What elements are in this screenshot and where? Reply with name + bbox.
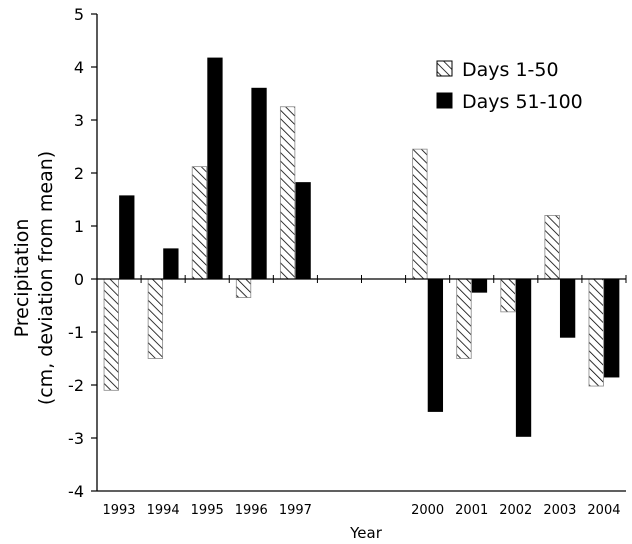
x-axis-title: Year (349, 524, 383, 542)
y-axis-title: Precipitation (cm, deviation from mean) (11, 151, 57, 405)
bar-days-51-100-1994 (163, 248, 179, 280)
bar-days-1-50-2003 (544, 214, 560, 280)
y-tick-label: 1 (74, 217, 84, 236)
bar-days-51-100-1997 (295, 182, 311, 280)
bar-days-1-50-1993 (103, 278, 119, 391)
y-tick-label: 0 (74, 270, 84, 289)
x-tick-label: 1997 (279, 503, 312, 518)
bar-days-51-100-2002 (515, 278, 532, 437)
x-tick-label: 2000 (411, 503, 444, 518)
bar-days-51-100-2003 (559, 278, 576, 338)
legend: Days 1-50 Days 51-100 (436, 59, 583, 113)
y-tick-label: 3 (74, 111, 84, 130)
x-tick-label: 2002 (499, 503, 532, 518)
y-tick-label: -1 (68, 323, 84, 342)
legend-swatch-days-1-50 (436, 60, 453, 77)
y-ticks: 5 4 3 2 1 0 -1 -2 -3 -4 (68, 5, 97, 501)
x-tick-label: 1996 (235, 503, 268, 518)
bar-days-1-50-2001 (456, 278, 472, 359)
y-tick-label: 2 (74, 164, 84, 183)
legend-label-days-51-100: Days 51-100 (462, 91, 583, 113)
x-tick-label: 2001 (455, 503, 488, 518)
y-tick-label: 5 (74, 5, 84, 24)
bar-days-51-100-2001 (471, 278, 488, 293)
x-tick-label: 1993 (102, 503, 135, 518)
bar-days-1-50-2002 (500, 278, 516, 313)
bar-days-51-100-1993 (119, 195, 135, 280)
bar-days-1-50-1996 (235, 278, 252, 298)
y-tick-label: -4 (68, 482, 84, 501)
bar-days-1-50-1997 (279, 106, 296, 280)
bar-days-51-100-2004 (604, 278, 620, 378)
x-tick-label: 1994 (147, 503, 180, 518)
y-axis-title-line2: (cm, deviation from mean) (35, 151, 57, 405)
y-tick-label: 4 (74, 58, 84, 77)
bar-days-1-50-2000 (412, 148, 428, 280)
bars (103, 57, 620, 437)
bar-days-1-50-1994 (147, 278, 164, 359)
bar-days-1-50-1995 (191, 166, 208, 280)
x-tick-label: 1995 (191, 503, 224, 518)
bar-days-51-100-2000 (427, 278, 444, 412)
y-axis-title-line1: Precipitation (11, 219, 33, 338)
bar-days-51-100-1996 (251, 87, 267, 280)
x-ticks: 1993 1994 1995 1996 1997 2000 2001 2002 2003 2004 (96, 275, 627, 518)
x-tick-label: 2003 (543, 503, 576, 518)
legend-swatch-days-51-100 (436, 92, 453, 109)
bar-days-1-50-2004 (588, 278, 604, 387)
y-tick-label: -3 (68, 429, 84, 448)
legend-label-days-1-50: Days 1-50 (462, 59, 559, 81)
y-tick-label: -2 (68, 376, 84, 395)
x-tick-label: 2004 (587, 503, 620, 518)
bar-days-51-100-1995 (207, 57, 223, 280)
